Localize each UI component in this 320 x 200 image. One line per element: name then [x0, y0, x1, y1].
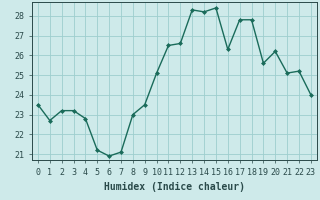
X-axis label: Humidex (Indice chaleur): Humidex (Indice chaleur): [104, 182, 245, 192]
